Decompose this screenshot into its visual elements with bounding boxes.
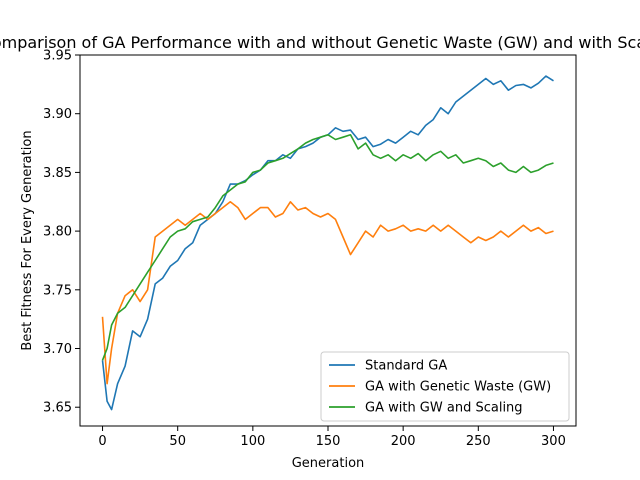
series-layer (101, 75, 554, 411)
legend-label: GA with Genetic Waste (GW) (365, 380, 551, 395)
y-tick-label: 3.95 (43, 49, 72, 64)
x-tick-label: 200 (391, 434, 416, 449)
y-tick-label: 3.85 (43, 166, 72, 181)
x-axis: 0 50 100 150 200 250 300 (98, 426, 566, 449)
x-tick-label: 100 (240, 434, 265, 449)
y-tick-label: 3.65 (43, 401, 72, 416)
series-line-3 (101, 134, 554, 361)
x-tick-label: 150 (316, 434, 341, 449)
legend-label: Standard GA (365, 359, 447, 374)
x-tick-label: 0 (98, 434, 106, 449)
legend-box (320, 351, 570, 422)
chart-title: Comparison of GA Performance with and wi… (0, 33, 640, 52)
y-axis: 3.65 3.70 3.75 3.80 3.85 3.90 3.95 (43, 49, 80, 416)
legend-label: GA with GW and Scaling (365, 401, 523, 416)
x-tick-label: 250 (466, 434, 491, 449)
x-axis-label: Generation (292, 456, 365, 471)
y-tick-label: 3.75 (43, 283, 72, 298)
x-tick-label: 300 (541, 434, 566, 449)
y-tick-label: 3.80 (43, 225, 72, 240)
x-tick-label: 50 (169, 434, 186, 449)
y-tick-label: 3.90 (43, 107, 72, 122)
y-axis-label: Best Fitness For Every Generation (20, 130, 35, 350)
series-line-2 (101, 201, 554, 385)
legend: Standard GA GA with Genetic Waste (GW) GA … (320, 351, 570, 422)
y-tick-label: 3.70 (43, 342, 72, 357)
